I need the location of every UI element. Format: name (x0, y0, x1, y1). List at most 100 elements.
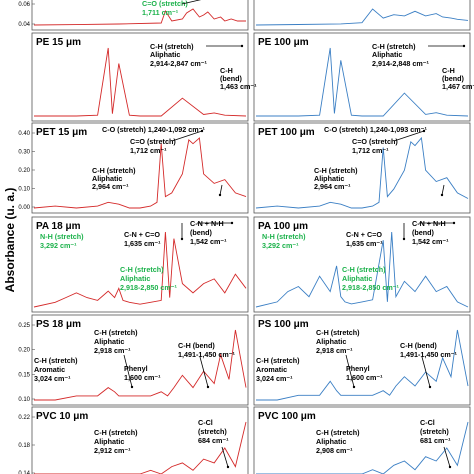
peak-annotation: 2,918-2,850 cm⁻¹ (120, 283, 178, 292)
peak-annotation: Phenyl (346, 364, 370, 373)
panel-frame (31, 406, 249, 474)
peak-annotation: Aliphatic (316, 337, 346, 346)
peak-annotation: C-N + N-H (190, 219, 224, 228)
spectrum-series-line (33, 231, 247, 308)
spectrum-series-line (33, 137, 247, 209)
annotation-arrowhead (200, 129, 204, 133)
y-tick-label: 0.25 (18, 323, 30, 329)
peak-annotation: C-N + N-H (412, 219, 446, 228)
annotation-arrow (421, 356, 431, 388)
peak-annotation: Aliphatic (372, 50, 402, 59)
peak-annotation: 1,542 cm⁻¹ (190, 237, 227, 246)
panel-title: PA 18 μm (36, 221, 81, 232)
spectrum-series-line (255, 136, 469, 209)
peak-annotation: Phenyl (124, 364, 148, 373)
annotation-arrow (221, 446, 229, 468)
panel-frame (31, 122, 249, 214)
y-tick-label: 0.20 (18, 168, 30, 174)
annotation-arrow (441, 184, 445, 196)
y-tick-label: 0.04 (18, 22, 30, 28)
annotation-arrowhead (226, 465, 230, 469)
peak-annotation: Aliphatic (120, 274, 150, 283)
panel-10: 0.22 0.18 0.14 PVC 10 μm C-H (stretch)Alipha… (18, 406, 249, 474)
peak-annotation: C-H (stretch) (256, 356, 300, 365)
panel-title: PE 15 μm (36, 37, 81, 48)
annotation-arrow (171, 130, 203, 142)
annotation-arrow (393, 130, 425, 142)
panel-4: 0.40 0.30 0.20 0.10 0.00 PET 15 μm C-O (stretc… (18, 122, 249, 214)
peak-annotation: Aliphatic (316, 437, 346, 446)
peak-annotation: 2,918-2,850 cm⁻¹ (342, 283, 400, 292)
panel-frame (253, 406, 471, 474)
peak-annotation: (bend) (412, 228, 435, 237)
peak-annotation: Aliphatic (314, 174, 344, 183)
peak-annotation: C-O (stretch) 1,240-1,093 cm⁻¹ (324, 125, 427, 134)
y-tick-label: 0.00 (18, 205, 30, 211)
panel-title: PVC 10 μm (36, 411, 88, 422)
spectrum-series-line (33, 8, 246, 26)
panel-frame (253, 314, 471, 406)
annotation-arrowhead (230, 221, 234, 225)
panel-title: PS 100 μm (258, 319, 309, 330)
spectrum-series-line (34, 329, 247, 401)
panel-frame (31, 314, 249, 406)
annotation-arrow (345, 354, 355, 388)
panel-title: PVC 100 μm (258, 411, 316, 422)
panel-title: PET 100 μm (258, 127, 315, 138)
panel-frame (253, 216, 471, 313)
peak-annotation: (stretch) (420, 427, 449, 436)
panel-frame (31, 216, 249, 313)
peak-annotation: 1,467 cm⁻¹ (442, 82, 474, 91)
peak-annotation: 1,635 cm⁻¹ (346, 239, 383, 248)
peak-annotation: 2,918 cm⁻¹ (316, 346, 353, 355)
annotation-arrowhead (452, 221, 456, 225)
peak-annotation: 1,635 cm⁻¹ (124, 239, 161, 248)
annotation-arrowhead (180, 237, 184, 241)
peak-annotation: 2,908 cm⁻¹ (316, 446, 353, 455)
panel-6: PA 18 μmN-H (stretch)3,292 cm⁻¹ C-N + C=O… (31, 216, 249, 313)
y-tick-label: 0.06 (18, 2, 30, 8)
peak-annotation: C-H (stretch) (34, 356, 78, 365)
spectrum-series-line (256, 329, 469, 401)
peak-annotation: 1,712 cm⁻¹ (352, 146, 389, 155)
peak-annotation: 1,491-1,450 cm⁻¹ (400, 350, 458, 359)
peak-annotation: C-H (stretch) (316, 428, 360, 437)
peak-annotation: (stretch) (198, 427, 227, 436)
peak-annotation: 3,292 cm⁻¹ (40, 241, 77, 250)
peak-annotation: 1,600 cm⁻¹ (124, 373, 161, 382)
annotation-arrowhead (462, 44, 466, 48)
peak-annotation: C-H (stretch) (94, 328, 138, 337)
annotation-arrowhead (206, 385, 210, 389)
peak-annotation: 2,914-2,847 cm⁻¹ (150, 59, 208, 68)
panel-7: PA 100 μmN-H (stretch)3,292 cm⁻¹ C-N + C=… (253, 216, 471, 313)
spectrum-series-line (255, 231, 469, 308)
peak-annotation: 1,711 cm⁻¹ (142, 8, 179, 17)
panel-title: PET 15 μm (36, 127, 87, 138)
panels-group: 0.06 0.04 C=O (stretch) 1,711 cm⁻¹ PE 15 μm C… (18, 0, 474, 474)
peak-annotation: C=O (stretch) (130, 137, 176, 146)
peak-annotation: 1,463 cm⁻¹ (220, 82, 257, 91)
peak-annotation: 1,542 cm⁻¹ (412, 237, 449, 246)
peak-annotation: 681 cm⁻¹ (420, 436, 451, 445)
peak-annotation: 2,914-2,848 cm⁻¹ (372, 59, 430, 68)
panel-1 (253, 0, 471, 31)
peak-annotation: C-H (stretch) (92, 166, 136, 175)
peak-annotation: Aliphatic (150, 50, 180, 59)
peak-annotation: C-H (stretch) (94, 428, 138, 437)
peak-annotation: C-H (stretch) (342, 265, 386, 274)
annotation-arrowhead (402, 237, 406, 241)
peak-annotation: 2,964 cm⁻¹ (92, 182, 129, 191)
peak-annotation: Aromatic (256, 365, 287, 374)
annotation-arrowhead (428, 385, 432, 389)
spectrum-series-line (255, 8, 469, 26)
annotation-arrowhead (448, 465, 452, 469)
peak-annotation: C-H (stretch) (316, 328, 360, 337)
annotation-arrowhead (240, 44, 244, 48)
peak-annotation: 684 cm⁻¹ (198, 436, 229, 445)
panel-5: PET 100 μm C-O (stretch) 1,240-1,093 cm⁻¹… (253, 122, 471, 214)
